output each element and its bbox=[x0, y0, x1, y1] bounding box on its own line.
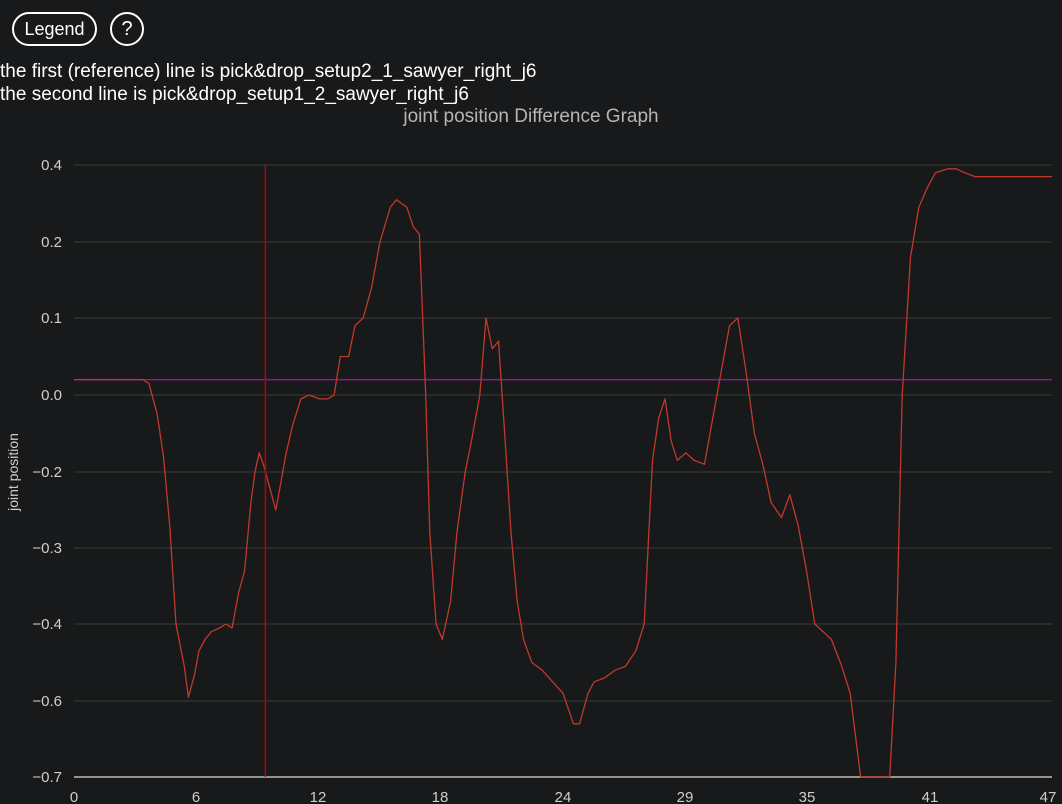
x-tick-label: 12 bbox=[310, 789, 327, 804]
y-tick-label: −0.3 bbox=[32, 540, 62, 557]
reference-line-info: the first (reference) line is pick&drop_… bbox=[0, 61, 537, 82]
y-tick-label: 0.2 bbox=[41, 234, 62, 251]
x-tick-label: 47 bbox=[1040, 789, 1057, 804]
second-line-info: the second line is pick&drop_setup1_2_sa… bbox=[0, 84, 469, 105]
legend-button[interactable]: Legend bbox=[12, 12, 97, 46]
y-tick-label: −0.2 bbox=[32, 464, 62, 481]
y-tick-label: 0.4 bbox=[41, 157, 62, 174]
x-tick-labels: 0 6 12 18 24 29 35 41 47 bbox=[70, 789, 1057, 804]
x-tick-label: 6 bbox=[192, 789, 200, 804]
y-tick-label: −0.6 bbox=[32, 693, 62, 710]
difference-series-line bbox=[74, 168, 1052, 778]
x-tick-label: 35 bbox=[799, 789, 816, 804]
x-tick-label: 29 bbox=[677, 789, 694, 804]
x-tick-label: 24 bbox=[555, 789, 572, 804]
chart-title: joint position Difference Graph bbox=[403, 106, 659, 127]
y-tick-label: −0.4 bbox=[32, 616, 62, 633]
help-button[interactable]: ? bbox=[110, 12, 144, 46]
x-tick-label: 18 bbox=[432, 789, 449, 804]
y-tick-labels: 0.4 0.2 0.1 0.0 −0.2 −0.3 −0.4 −0.6 −0.7 bbox=[32, 157, 62, 786]
x-tick-label: 0 bbox=[70, 789, 78, 804]
grid-lines bbox=[74, 164, 1052, 702]
y-tick-label: 0.0 bbox=[41, 387, 62, 404]
y-tick-label: −0.7 bbox=[32, 769, 62, 786]
y-tick-label: 0.1 bbox=[41, 310, 62, 327]
y-axis-title: joint position bbox=[5, 433, 21, 512]
x-tick-label: 41 bbox=[922, 789, 939, 804]
